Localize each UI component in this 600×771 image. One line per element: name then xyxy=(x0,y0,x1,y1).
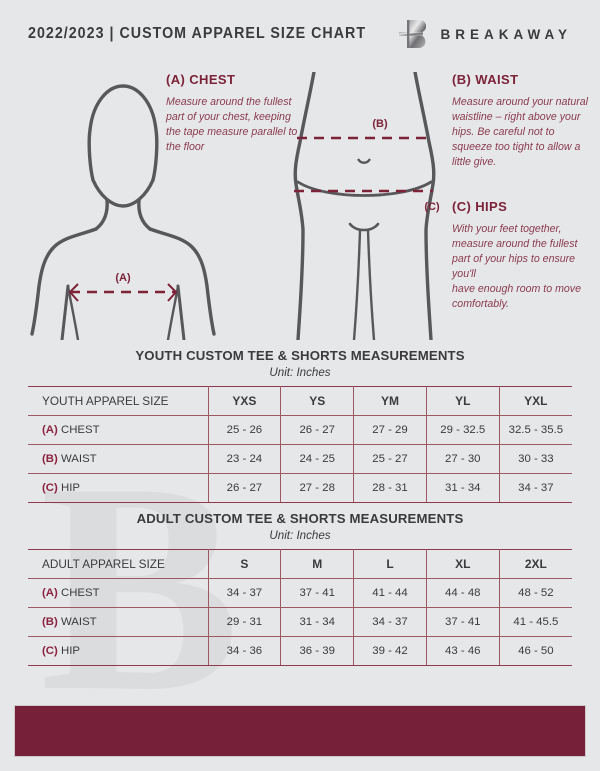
row-label-hip: (C) HIP xyxy=(28,473,209,503)
measurement-cell: 30 - 33 xyxy=(498,444,572,474)
adult-table-caption: ADULT CUSTOM TEE & SHORTS MEASUREMENTS xyxy=(136,511,464,526)
row-label-waist: (B) WAIST xyxy=(28,607,209,637)
adult-table-body: ADULT APPAREL SIZE S M L XL 2XL (A) CHEST 34 - … xyxy=(28,549,572,666)
measurement-cell: 41 - 45.5 xyxy=(498,607,572,637)
measurement-cell: 31 - 34 xyxy=(280,607,355,637)
measurement-cell: 39 - 42 xyxy=(353,636,427,666)
row-label-hip: (C) HIP xyxy=(28,636,209,666)
page-title: 2022/2023 | CUSTOM APPAREL SIZE CHART xyxy=(28,25,367,42)
breakaway-b-logo-icon xyxy=(396,17,427,51)
row-tag: (B) xyxy=(42,453,58,465)
measurement-cell: 44 - 48 xyxy=(425,578,500,608)
measurement-cell: 23 - 24 xyxy=(207,444,282,474)
guide-chest: (A) CHEST Measure around the fullest par… xyxy=(166,72,298,155)
row-tag: (A) xyxy=(42,424,58,436)
size-label-cell: YOUTH APPAREL SIZE xyxy=(28,386,209,416)
youth-table-caption: YOUTH CUSTOM TEE & SHORTS MEASUREMENTS xyxy=(135,348,465,363)
row-label-chest: (A) CHEST xyxy=(28,415,209,445)
column-header-M: M xyxy=(280,549,355,579)
column-header-XL: XL xyxy=(425,549,500,579)
row-tag: (C) xyxy=(42,482,58,494)
measurement-cell: 37 - 41 xyxy=(425,607,500,637)
table-row: (C) HIP 26 - 27 27 - 28 28 - 31 31 - 34 34 - … xyxy=(28,473,572,503)
measurement-cell: 27 - 30 xyxy=(425,444,500,474)
guide-hips: (C) HIPS With your feet together, measur… xyxy=(452,199,597,312)
guide-chest-body: Measure around the fullest part of your … xyxy=(166,96,298,154)
table-row: (B) WAIST 29 - 31 31 - 34 34 - 37 37 - 41 41 … xyxy=(28,607,572,637)
measurement-cell: 26 - 27 xyxy=(207,473,282,503)
measurement-cell: 34 - 36 xyxy=(207,636,282,666)
waist-marker-label: (B) xyxy=(372,118,388,130)
measurement-cell: 29 - 32.5 xyxy=(425,415,500,445)
measurement-cell: 27 - 28 xyxy=(280,473,355,503)
size-label-cell: ADULT APPAREL SIZE xyxy=(28,549,209,579)
column-header-YS: YS xyxy=(280,386,355,416)
measurement-cell: 34 - 37 xyxy=(207,578,282,608)
adult-table-unit: Unit: Inches xyxy=(269,529,331,542)
table-row: (B) WAIST 23 - 24 24 - 25 25 - 27 27 - 30 30 … xyxy=(28,444,572,474)
measurement-cell: 25 - 26 xyxy=(207,415,282,445)
measurement-cell: 27 - 29 xyxy=(353,415,427,445)
table-header-row: ADULT APPAREL SIZE S M L XL 2XL xyxy=(28,549,572,579)
measurement-diagrams: (A) (B) (C) xyxy=(0,68,600,342)
page-header: 2022/2023 | CUSTOM APPAREL SIZE CHART BR… xyxy=(0,0,600,68)
brand-name: BREAKAWAY xyxy=(440,26,572,42)
measurement-cell: 36 - 39 xyxy=(280,636,355,666)
column-header-2XL: 2XL xyxy=(498,549,572,579)
row-label-waist: (B) WAIST xyxy=(28,444,209,474)
measurement-cell: 34 - 37 xyxy=(498,473,572,503)
measurement-cell: 43 - 46 xyxy=(425,636,500,666)
hips-marker-label: (C) xyxy=(424,201,440,213)
row-tag: (C) xyxy=(42,645,58,657)
measurement-cell: 48 - 52 xyxy=(498,578,572,608)
column-header-YXS: YXS xyxy=(207,386,282,416)
measurement-cell: 29 - 31 xyxy=(207,607,282,637)
table-row: (A) CHEST 34 - 37 37 - 41 41 - 44 44 - 48 48 … xyxy=(28,578,572,608)
footer-accent-bar xyxy=(14,705,586,757)
guide-hips-body: With your feet together, measure around … xyxy=(452,223,581,311)
adult-table-block: ADULT CUSTOM TEE & SHORTS MEASUREMENTS U… xyxy=(28,503,572,666)
youth-table-unit: Unit: Inches xyxy=(269,366,331,379)
table-row: (C) HIP 34 - 36 36 - 39 39 - 42 43 - 46 46 - … xyxy=(28,636,572,666)
upper-body-torso-outline-icon: (A) xyxy=(8,72,238,342)
measurement-cell: 31 - 34 xyxy=(425,473,500,503)
guide-chest-title: (A) CHEST xyxy=(166,72,236,87)
row-tag: (B) xyxy=(42,616,58,628)
lower-body-hips-outline-icon: (B) (C) xyxy=(272,70,457,342)
youth-table-block: YOUTH CUSTOM TEE & SHORTS MEASUREMENTS U… xyxy=(28,340,572,503)
brand-lockup: BREAKAWAY xyxy=(396,17,572,51)
row-tag: (A) xyxy=(42,587,58,599)
table-header-row: YOUTH APPAREL SIZE YXS YS YM YL YXL xyxy=(28,386,572,416)
youth-size-table: YOUTH APPAREL SIZE YXS YS YM YL YXL (A) CHEST 2… xyxy=(28,386,572,503)
column-header-L: L xyxy=(353,549,427,579)
chest-marker-label: (A) xyxy=(115,272,131,284)
measurement-cell: 28 - 31 xyxy=(353,473,427,503)
youth-table-body: YOUTH APPAREL SIZE YXS YS YM YL YXL (A) CHEST 2… xyxy=(28,386,572,503)
adult-size-table: ADULT APPAREL SIZE S M L XL 2XL (A) CHEST 34 - … xyxy=(28,549,572,666)
row-label-chest: (A) CHEST xyxy=(28,578,209,608)
guide-hips-title: (C) HIPS xyxy=(452,199,508,214)
guide-waist: (B) WAIST Measure around your natural wa… xyxy=(452,72,594,170)
measurement-cell: 32.5 - 35.5 xyxy=(498,415,572,445)
measurement-cell: 37 - 41 xyxy=(280,578,355,608)
column-header-S: S xyxy=(207,549,282,579)
table-row: (A) CHEST 25 - 26 26 - 27 27 - 29 29 - 32.5 3… xyxy=(28,415,572,445)
measurement-cell: 25 - 27 xyxy=(353,444,427,474)
column-header-YM: YM xyxy=(353,386,427,416)
measurement-cell: 46 - 50 xyxy=(498,636,572,666)
measurement-cell: 24 - 25 xyxy=(280,444,355,474)
measurement-cell: 26 - 27 xyxy=(280,415,355,445)
measurement-cell: 34 - 37 xyxy=(353,607,427,637)
guide-waist-body: Measure around your natural waistline – … xyxy=(452,96,589,169)
column-header-YXL: YXL xyxy=(498,386,572,416)
column-header-YL: YL xyxy=(425,386,500,416)
measurement-cell: 41 - 44 xyxy=(353,578,427,608)
guide-waist-title: (B) WAIST xyxy=(452,72,519,87)
